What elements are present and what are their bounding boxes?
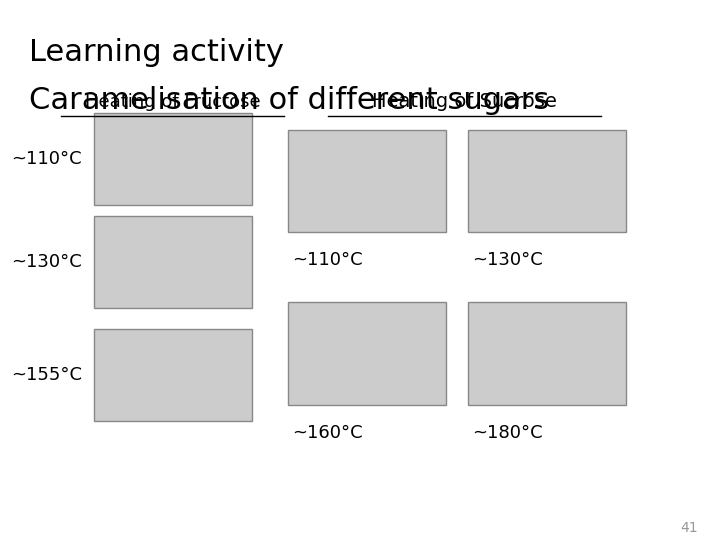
Text: Heating of Sucrose: Heating of Sucrose <box>372 92 557 111</box>
Text: ~110°C: ~110°C <box>11 150 81 168</box>
Text: Heating of Fructose: Heating of Fructose <box>85 93 261 111</box>
Text: ~155°C: ~155°C <box>11 366 82 384</box>
Text: Caramelisation of different sugars: Caramelisation of different sugars <box>29 86 549 116</box>
Text: ~160°C: ~160°C <box>292 424 363 442</box>
FancyBboxPatch shape <box>94 113 252 205</box>
FancyBboxPatch shape <box>94 329 252 421</box>
Text: ~130°C: ~130°C <box>472 251 543 269</box>
Text: Learning activity: Learning activity <box>29 38 284 67</box>
FancyBboxPatch shape <box>94 216 252 308</box>
Text: ~110°C: ~110°C <box>292 251 363 269</box>
FancyBboxPatch shape <box>288 130 446 232</box>
Text: ~180°C: ~180°C <box>472 424 543 442</box>
Text: ~130°C: ~130°C <box>11 253 81 271</box>
FancyBboxPatch shape <box>288 302 446 405</box>
FancyBboxPatch shape <box>468 130 626 232</box>
Text: 41: 41 <box>681 521 698 535</box>
FancyBboxPatch shape <box>468 302 626 405</box>
